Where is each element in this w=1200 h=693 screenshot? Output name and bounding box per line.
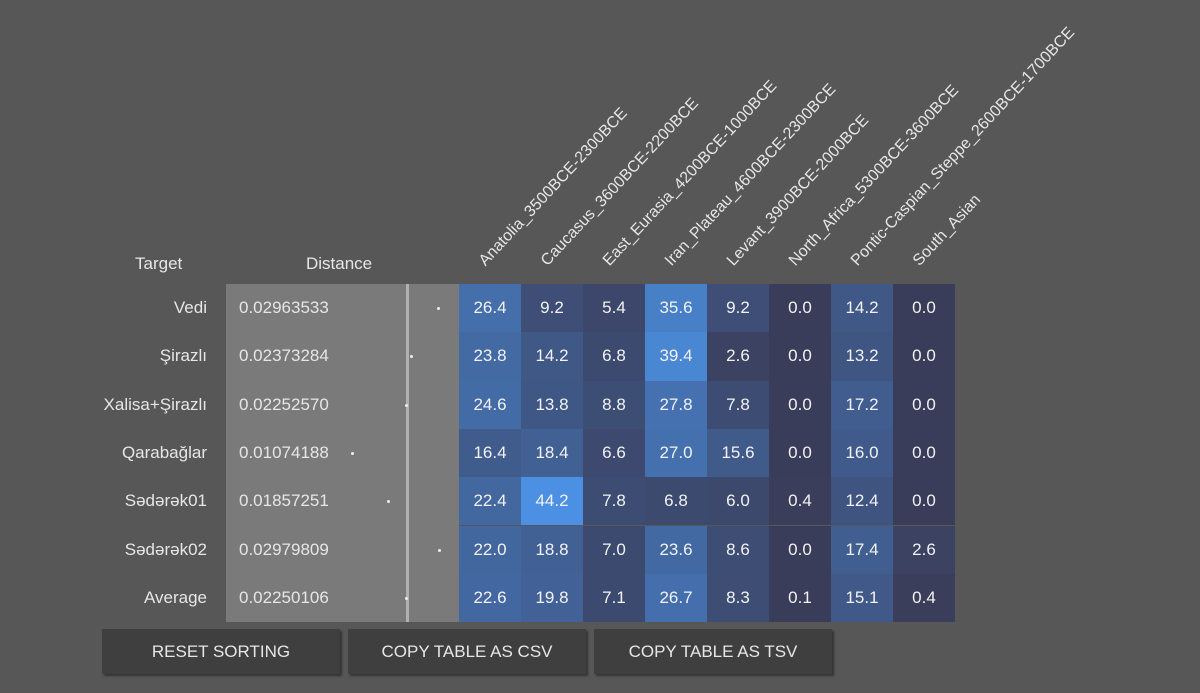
heat-cell: 0.0 — [769, 525, 831, 574]
row-label: Qarabağlar — [121, 442, 207, 462]
heat-cell: 7.8 — [583, 477, 645, 526]
heat-cell: 17.2 — [831, 380, 893, 429]
heat-cell: 2.6 — [707, 332, 769, 381]
heat-cell: 26.7 — [645, 573, 707, 623]
heat-cell: 0.0 — [769, 380, 831, 429]
heat-cell: 16.4 — [459, 428, 521, 478]
heat-cell: 0.0 — [893, 428, 955, 478]
distance-value: 0.01857251 — [239, 491, 329, 511]
heat-cell: 23.8 — [459, 332, 521, 381]
heat-cell: 6.0 — [707, 477, 769, 526]
heat-cell: 22.4 — [459, 477, 521, 526]
heat-cell: 0.0 — [893, 284, 955, 333]
heat-cell: 0.4 — [893, 573, 955, 623]
heat-cell: 24.6 — [459, 380, 521, 429]
heat-cell: 18.8 — [521, 525, 583, 574]
distance-header[interactable]: Distance — [306, 254, 373, 273]
heat-cell: 15.6 — [707, 428, 769, 478]
heat-cell: 7.0 — [583, 525, 645, 574]
heat-cell: 0.0 — [769, 332, 831, 381]
distance-dot — [438, 548, 441, 552]
distance-value: 0.02373284 — [239, 346, 329, 366]
heat-cell: 8.3 — [707, 573, 769, 623]
heat-cell: 2.6 — [893, 525, 955, 574]
heat-cell: 22.6 — [459, 573, 521, 623]
heat-cell: 6.6 — [583, 428, 645, 478]
heat-cell: 0.0 — [893, 332, 955, 381]
distance-dot — [386, 500, 390, 504]
row-label: Vedi — [173, 298, 207, 317]
distance-dot — [404, 403, 408, 407]
distance-value: 0.02250106 — [239, 587, 329, 607]
heat-cell: 23.6 — [645, 525, 707, 574]
heat-cell: 0.1 — [769, 573, 831, 623]
row-label: Şirazlı — [159, 346, 207, 366]
heat-cell: 27.8 — [645, 380, 707, 429]
heat-cell: 9.2 — [707, 284, 769, 333]
heat-cell: 39.4 — [645, 332, 707, 381]
heat-cell: 0.0 — [893, 477, 955, 526]
heat-cell: 13.2 — [831, 332, 893, 381]
heat-cell: 16.0 — [831, 428, 893, 478]
distance-dot — [437, 307, 441, 310]
button[interactable]: COPY TABLE AS TSV — [594, 629, 832, 674]
heat-cell: 6.8 — [583, 332, 645, 381]
heat-cell: 7.8 — [707, 380, 769, 429]
button[interactable]: RESET SORTING — [102, 629, 340, 674]
heat-cell: 13.8 — [521, 380, 583, 429]
heat-cell: 8.8 — [583, 380, 645, 429]
heat-cell: 17.4 — [831, 525, 893, 574]
distance-panel — [226, 284, 459, 622]
heat-cell: 0.4 — [769, 477, 831, 526]
heat-cell: 14.2 — [521, 332, 583, 381]
heat-cell: 18.4 — [521, 428, 583, 478]
heat-cell: 8.6 — [707, 525, 769, 574]
heat-cell: 7.1 — [583, 573, 645, 623]
heat-cell: 15.1 — [831, 573, 893, 623]
heat-cell: 14.2 — [831, 284, 893, 333]
heat-cell: 12.4 — [831, 477, 893, 526]
distance-value: 0.02963533 — [239, 298, 329, 317]
heat-cell: 44.2 — [521, 477, 583, 526]
heat-cell: 0.0 — [893, 380, 955, 429]
heat-cell: 6.8 — [645, 477, 707, 526]
row-label: Sədərək01 — [124, 491, 207, 511]
distance-value: 0.02252570 — [239, 394, 329, 414]
heat-cell: 0.0 — [769, 428, 831, 478]
button[interactable]: COPY TABLE AS CSV — [348, 629, 586, 674]
row-label: Sədərək02 — [124, 539, 207, 559]
heat-cell: 27.0 — [645, 428, 707, 478]
heat-cell: 26.4 — [459, 284, 521, 333]
heat-cell: 9.2 — [521, 284, 583, 333]
distance-value: 0.01074188 — [239, 442, 329, 462]
heat-cell: 35.6 — [645, 284, 707, 333]
heat-cell: 0.0 — [769, 284, 831, 333]
heat-cell: 5.4 — [583, 284, 645, 333]
average-line — [405, 284, 409, 623]
heat-cell: 22.0 — [459, 525, 521, 574]
distance-dot — [351, 451, 354, 455]
distance-dot — [404, 596, 408, 600]
distance-dot — [410, 355, 414, 359]
heat-cell: 19.8 — [521, 573, 583, 623]
distance-value: 0.02979809 — [239, 539, 329, 559]
row-label: Xalisa+Şirazlı — [103, 394, 207, 414]
target-header[interactable]: Target — [135, 254, 183, 273]
column-header[interactable]: Pontic-Caspian_Steppe_2600BCE-1700BCE — [847, 24, 1079, 270]
row-label: Average — [143, 587, 207, 607]
